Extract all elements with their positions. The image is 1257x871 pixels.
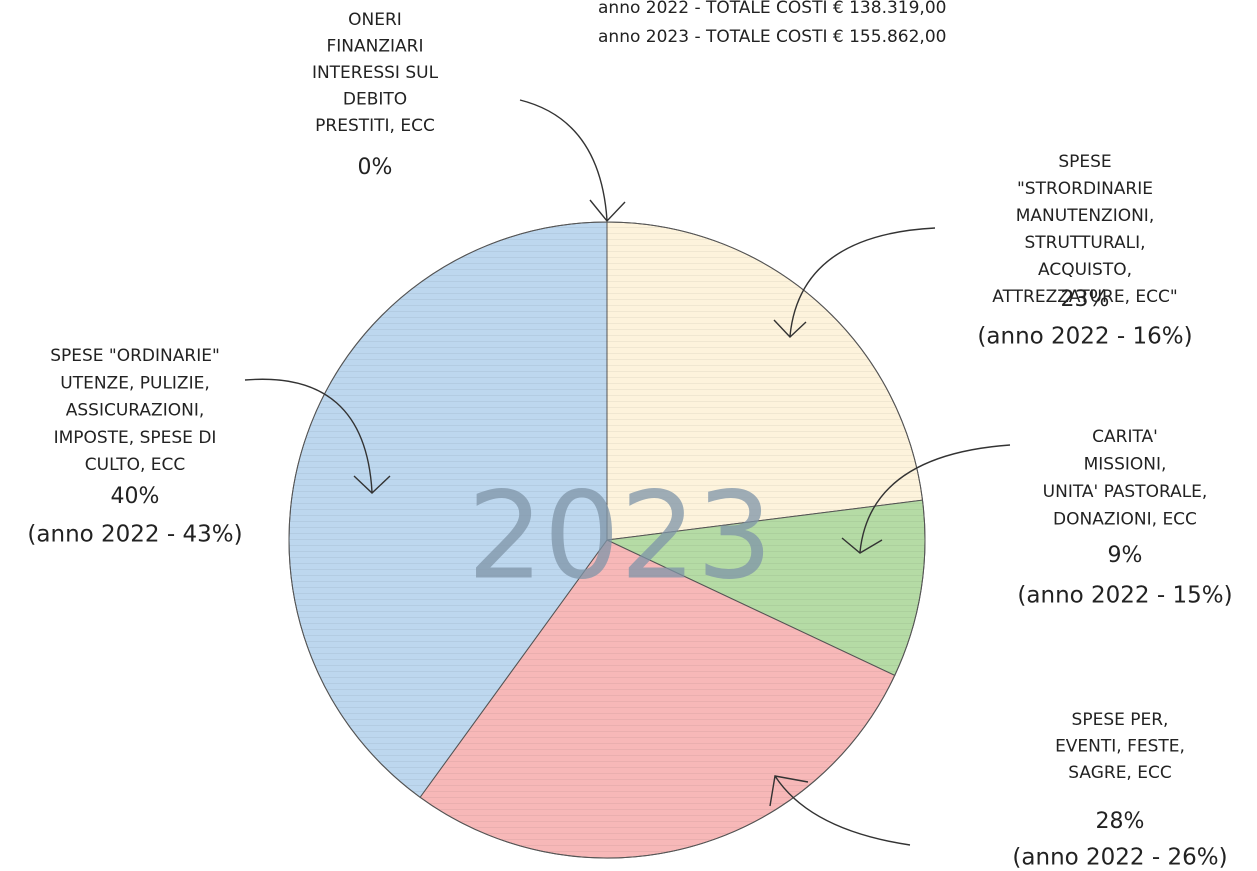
slice-label: "STRORDINARIE [1017, 179, 1153, 199]
slice-label: SPESE PER, [1072, 710, 1169, 730]
slice-label: DEBITO [343, 90, 407, 110]
slice-label: STRUTTURALI, [1025, 233, 1146, 253]
slice-label: CARITA' [1092, 427, 1158, 447]
slice-label: DONAZIONI, ECC [1053, 510, 1197, 530]
arrow [244, 378, 391, 494]
arrow [519, 99, 626, 223]
slice-percent: 28% [1096, 809, 1145, 834]
slice-label: SAGRE, ECC [1068, 763, 1171, 783]
slice-label: SPESE "ORDINARIE" [50, 346, 220, 366]
arrow [773, 227, 936, 338]
slice-label: UTENZE, PULIZIE, [60, 373, 209, 393]
slice-label: MANUTENZIONI, [1016, 206, 1154, 226]
slice-label: CULTO, ECC [85, 455, 186, 475]
arrows [244, 99, 1011, 846]
slice-note: (anno 2022 - 43%) [27, 522, 242, 548]
arrow [769, 775, 911, 846]
slice-label: ATTREZZATURE, ECC" [992, 287, 1177, 307]
slice-label: IMPOSTE, SPESE DI [54, 428, 217, 448]
title-line: anno 2022 - TOTALE COSTI € 138.319,00 [598, 0, 946, 18]
slice-label: SPESE [1058, 152, 1111, 172]
slice-label: FINANZIARI [327, 37, 424, 57]
slice-label: ACQUISTO, [1038, 260, 1132, 280]
slice-note: (anno 2022 - 16%) [977, 324, 1192, 350]
slice-label: UNITA' PASTORALE, [1043, 482, 1208, 502]
slice-label: PRESTITI, ECC [315, 116, 435, 136]
center-label: 2023 [467, 468, 772, 607]
slice-label: MISSIONI, [1084, 455, 1167, 475]
slice-percent: 9% [1108, 543, 1143, 568]
slice-label: EVENTI, FESTE, [1055, 737, 1185, 757]
slice-percent: 40% [111, 484, 160, 509]
title-line: anno 2023 - TOTALE COSTI € 155.862,00 [598, 27, 946, 47]
slice-label: ONERI [348, 10, 402, 30]
slice-percent: 23% [1061, 287, 1110, 312]
slice-note: (anno 2022 - 26%) [1012, 845, 1227, 871]
arrow [841, 444, 1011, 554]
slice-label: INTERESSI SUL [312, 63, 439, 83]
slice-note: (anno 2022 - 15%) [1017, 583, 1232, 609]
slice-label: ASSICURAZIONI, [66, 401, 204, 421]
slice-percent: 0% [358, 155, 393, 180]
